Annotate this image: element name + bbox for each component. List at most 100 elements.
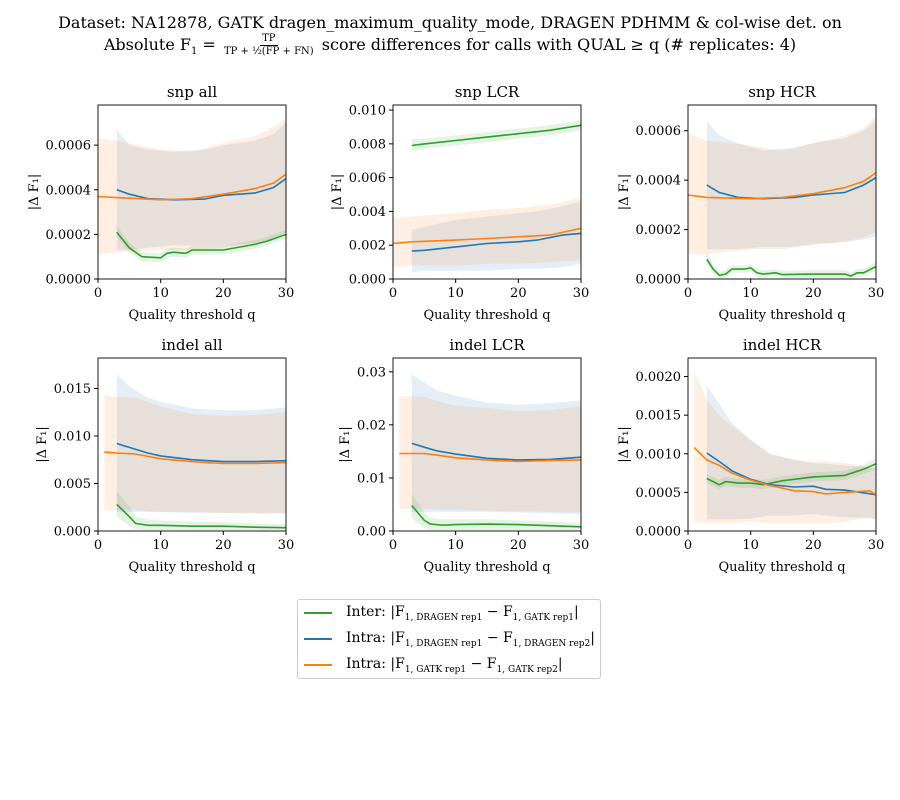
legend-line-inter [304,612,332,614]
confidence-band-inter [411,493,581,530]
y-tick-label: 0.004 [349,205,386,220]
confidence-band-intra_gatk [98,118,286,255]
subplot-indel-hcr: 0 10 20 30 0.0000 0.0005 0.0010 0.0015 0.0020 ind… [617,336,884,575]
plot-area [104,374,286,530]
y-tick-label: 0.02 [357,418,386,433]
x-tick-label: 20 [805,538,822,553]
x-tick-label: 0 [389,538,397,553]
y-axis-label: |Δ F₁| [617,174,632,211]
confidence-band-inter [706,458,876,490]
legend-line-intra-dragen [304,638,332,640]
series-line-intra_dragen [706,177,876,200]
subplot-title: snp LCR [455,83,520,101]
series-line-intra_gatk [399,452,581,463]
y-tick-label: 0.0010 [636,447,682,462]
y-tick-label: 0.0000 [636,273,682,288]
y-tick-label: 0.0002 [46,228,92,243]
x-axis-label: Quality threshold q [423,560,550,575]
y-tick-label: 0.00 [357,525,386,540]
series-line-intra_gatk [393,227,581,245]
subplot-title: snp all [167,83,217,101]
y-tick-label: 0.0015 [636,409,682,424]
y-tick-label: 0.03 [357,365,386,380]
y-tick-label: 0.006 [349,171,386,186]
x-tick-label: 20 [215,538,232,553]
x-tick-label: 20 [215,286,232,301]
axes-frame [97,357,287,532]
subplot-title: indel LCR [449,336,525,354]
plot-area [688,115,876,279]
y-axis-label: |Δ F₁| [27,174,42,211]
x-tick-label: 20 [805,286,822,301]
series-line-intra_dragen [706,452,876,496]
series-line-intra_gatk [688,172,876,200]
series-line-intra_dragen [411,232,581,252]
y-tick-label: 0.010 [54,429,91,444]
x-tick-label: 10 [152,538,169,553]
series-line-inter [116,231,286,259]
x-tick-label: 30 [278,286,295,301]
subplot-title: snp HCR [748,83,816,101]
y-tick-label: 0.0004 [46,183,92,198]
x-tick-label: 20 [510,538,527,553]
axes-frame [392,104,582,280]
y-tick-label: 0.0002 [636,223,682,238]
series-line-intra_dragen [116,177,286,201]
plot-area [98,118,286,263]
x-tick-label: 0 [389,286,397,301]
x-tick-label: 20 [510,286,527,301]
series-line-inter [411,504,581,528]
confidence-band-intra_gatk [694,372,876,524]
x-axis-label: Quality threshold q [718,560,845,575]
subplot-title: indel all [161,336,222,354]
series-line-inter [706,258,876,277]
x-tick-label: 10 [447,538,464,553]
y-tick-label: 0.015 [54,382,91,397]
legend-label-inter: Inter: |F1, DRAGEN rep1 − F1, GATK rep1| [346,603,579,623]
legend: Inter: |F1, DRAGEN rep1 − F1, GATK rep1|… [297,599,601,679]
subplot-indel-all: 0 10 20 30 0.000 0.005 0.010 0.015 indel all Qual… [35,336,294,575]
legend-entry-intra-gatk: Intra: |F1, GATK rep1 − F1, GATK rep2| [304,652,563,678]
axes-frame [687,357,877,532]
subplot-snp-lcr: 0 10 20 30 0.000 0.002 0.004 0.006 0.008 0.010 snp… [330,83,589,323]
series-line-inter [411,124,581,147]
confidence-band-intra_dragen [411,201,581,273]
confidence-band-intra_gatk [393,197,581,268]
legend-line-intra-gatk [304,664,332,666]
confidence-band-intra_gatk [688,115,876,255]
x-tick-label: 10 [152,286,169,301]
legend-label-intra-gatk: Intra: |F1, GATK rep1 − F1, GATK rep2| [346,655,563,675]
y-tick-label: 0.01 [357,471,386,486]
title-prefix: Absolute F [103,35,192,54]
x-axis-label: Quality threshold q [718,308,845,323]
title-sub: 1 [191,46,198,58]
x-tick-label: 0 [684,286,692,301]
subplot-snp-all: 0 10 20 30 0.0000 0.0002 0.0004 0.0006 snp all Qu… [27,83,294,323]
confidence-band-intra_gatk [104,395,286,514]
title-line-1: Dataset: NA12878, GATK dragen_maximum_qu… [58,13,842,32]
x-tick-label: 10 [742,538,759,553]
x-axis-label: Quality threshold q [128,560,255,575]
fraction-denominator: TP + ½(FP + FN) [223,46,314,57]
y-axis-label: |Δ F₁| [35,426,50,463]
x-axis-label: Quality threshold q [423,308,550,323]
series-line-intra_dragen [411,442,581,461]
y-tick-label: 0.0005 [636,486,682,501]
legend-label-intra-dragen: Intra: |F1, DRAGEN rep1 − F1, DRAGEN rep… [346,629,596,649]
x-tick-label: 30 [868,538,885,553]
y-axis-label: |Δ F₁| [617,426,632,463]
x-tick-label: 0 [94,286,102,301]
subplot-indel-lcr: 0 10 20 30 0.00 0.01 0.02 0.03 indel LCR Quality … [338,336,589,575]
confidence-band-inter [116,225,286,263]
legend-entry-inter: Inter: |F1, DRAGEN rep1 − F1, GATK rep1| [304,600,579,626]
y-tick-label: 0.010 [349,104,386,119]
x-tick-label: 0 [684,538,692,553]
y-tick-label: 0.002 [349,239,386,254]
plot-area [399,374,581,530]
series-line-intra_gatk [98,173,286,201]
confidence-band-intra_dragen [116,122,286,250]
y-tick-label: 0.0020 [636,370,682,385]
y-tick-label: 0.0000 [636,525,682,540]
subplot-snp-hcr: 0 10 20 30 0.0000 0.0002 0.0004 0.0006 snp HCR Qu… [617,83,884,323]
